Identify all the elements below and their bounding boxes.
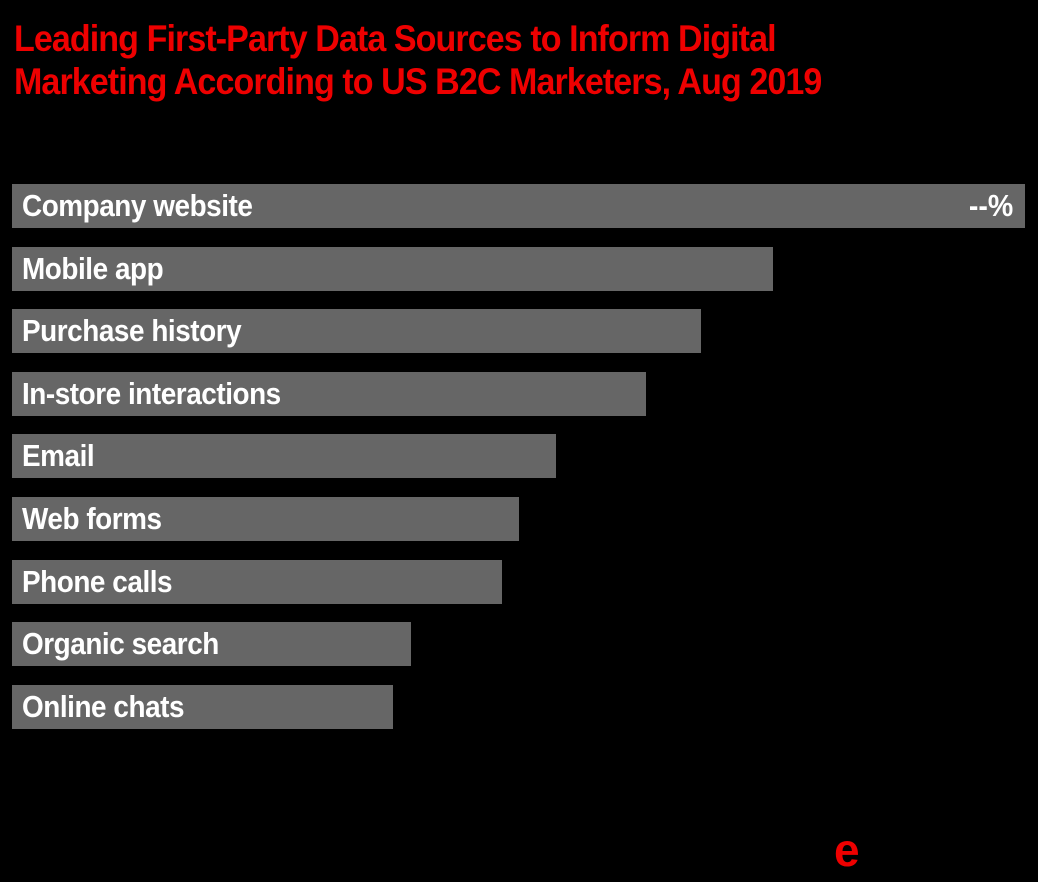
bar-value-label: --% [968, 188, 1013, 223]
chart-title-line-2: Marketing According to US B2C Marketers,… [14, 60, 822, 102]
bar-category-label: Phone calls [22, 563, 173, 599]
bar-row: Mobile app [12, 246, 773, 291]
bar-category-label: Web forms [22, 500, 162, 536]
bar-category-label: In-store interactions [22, 375, 281, 411]
bar-category-label: Organic search [22, 626, 219, 662]
emarketer-logo-e: e [834, 824, 860, 876]
bar-row: Online chats [12, 684, 393, 729]
bar-category-label: Email [22, 438, 95, 474]
chart-title: Leading First-Party Data Sources to Info… [14, 18, 1008, 104]
bar-chart: Company website --% Mobile app Purchase his… [12, 184, 1025, 747]
bar-category-label: Mobile app [22, 250, 164, 286]
bar-category-label: Online chats [22, 688, 185, 724]
bar-category-label: Purchase history [22, 313, 242, 349]
bar-row: In-store interactions [12, 371, 647, 416]
bar-row: Company website --% [12, 184, 1025, 228]
bar-row: Web forms [12, 496, 519, 541]
bar-row: Purchase history [12, 309, 701, 354]
bar-row: Email [12, 434, 556, 479]
bar-row: Organic search [12, 622, 412, 667]
bar-category-label: Company website [22, 188, 253, 223]
chart-title-line-1: Leading First-Party Data Sources to Info… [14, 18, 777, 59]
bar-row: Phone calls [12, 559, 503, 604]
